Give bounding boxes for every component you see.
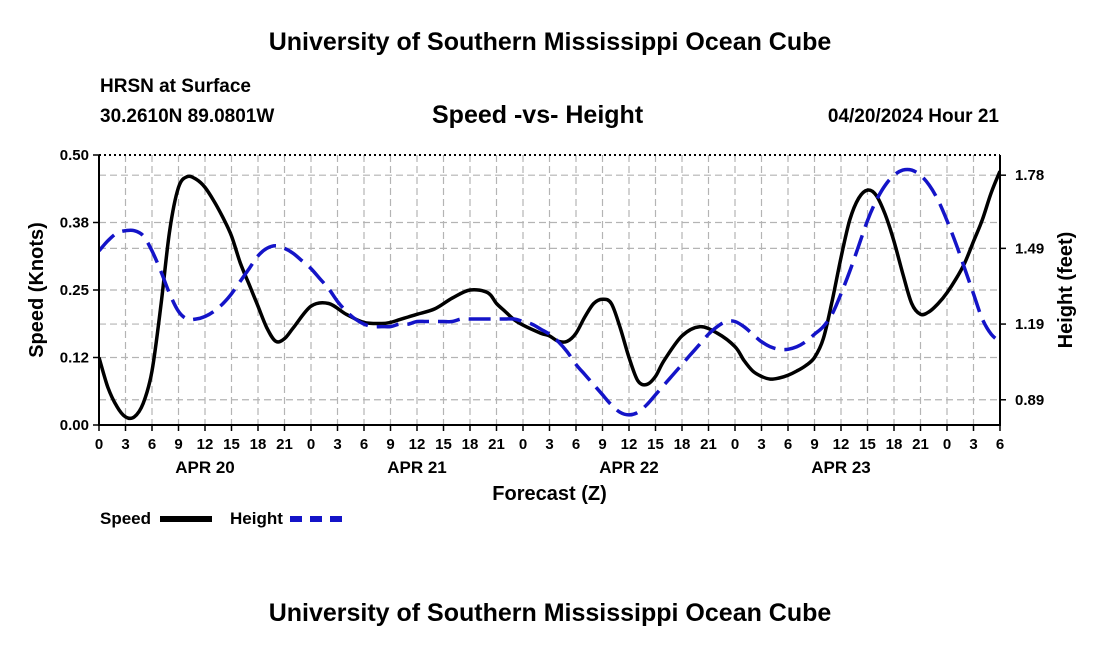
x-tick-label: 0 [307,436,315,453]
chart-title: Speed -vs- Height [432,101,644,129]
x-tick-label: 3 [757,436,765,453]
x-tick-label: 3 [121,436,129,453]
x-tick-label: 21 [488,436,505,453]
y-tick-label: 0.38 [60,215,89,232]
x-tick-label: 21 [912,436,929,453]
legend-speed-label: Speed [100,509,152,528]
x-tick-label: 12 [409,436,426,453]
y2-tick-label: 1.19 [1015,316,1044,333]
y2-tick-label: 0.89 [1015,392,1044,409]
x-tick-label: 6 [784,436,792,453]
page-title: University of Southern Mississippi Ocean… [268,28,832,56]
x-tick-label: 6 [996,436,1004,453]
x-axis-title: Forecast (Z) [492,483,606,505]
legend-speed-swatch [160,516,212,522]
x-tick-label: 18 [462,436,479,453]
y-axis-title: Speed (Knots) [26,222,48,358]
x-date-label: APR 20 [175,458,235,477]
x-date-label: APR 22 [599,458,659,477]
x-tick-label: 15 [435,436,452,453]
y2-axis-title: Height (feet) [1055,232,1077,349]
x-tick-label: 18 [674,436,691,453]
x-tick-label: 12 [621,436,638,453]
x-tick-label: 9 [386,436,394,453]
y2-tick-label: 1.78 [1015,167,1044,184]
x-tick-label: 12 [197,436,214,453]
x-tick-label: 9 [810,436,818,453]
x-tick-label: 21 [276,436,293,453]
y-tick-label: 0.12 [60,350,89,367]
x-tick-label: 9 [174,436,182,453]
footer-title: University of Southern Mississippi Ocean… [268,599,832,627]
y-tick-label: 0.25 [60,282,89,299]
x-tick-label: 15 [647,436,664,453]
x-tick-label: 6 [148,436,156,453]
x-tick-label: 0 [519,436,527,453]
x-tick-label: 0 [731,436,739,453]
y2-tick-label: 1.49 [1015,240,1044,257]
legend-height-label: Height [230,509,283,528]
height-series-line [99,167,1000,417]
y-tick-label: 0.00 [60,417,89,434]
x-tick-label: 12 [833,436,850,453]
x-tick-label: 0 [943,436,951,453]
x-tick-label: 6 [360,436,368,453]
y-tick-label: 0.50 [60,147,89,164]
x-date-label: APR 23 [811,458,871,477]
forecast-datetime: 04/20/2024 Hour 21 [827,106,999,127]
x-tick-label: 15 [859,436,876,453]
speed-series-line [99,170,1000,421]
station-label: HRSN at Surface [100,76,251,97]
x-tick-label: 0 [95,436,103,453]
x-tick-label: 18 [886,436,903,453]
x-tick-label: 3 [333,436,341,453]
x-tick-label: 18 [250,436,267,453]
x-tick-label: 9 [598,436,606,453]
x-tick-label: 15 [223,436,240,453]
x-tick-label: 6 [572,436,580,453]
legend-height-swatch [290,516,342,522]
x-tick-label: 3 [969,436,977,453]
x-tick-label: 3 [545,436,553,453]
x-tick-label: 21 [700,436,717,453]
station-coords: 30.2610N 89.0801W [100,106,275,127]
x-date-label: APR 21 [387,458,447,477]
